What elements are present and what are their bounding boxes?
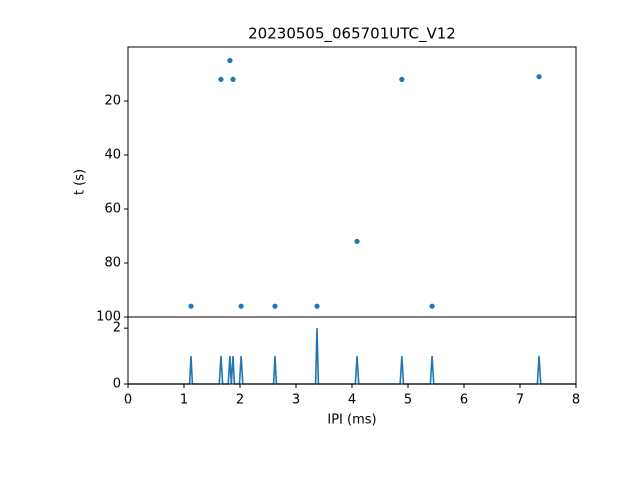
x-tick-label: 8 [572,393,580,408]
scatter-point [238,303,244,309]
x-tick-label: 4 [348,393,356,408]
scatter-point [227,57,233,64]
axes-frame [127,46,577,318]
scatter-point [536,74,542,80]
y-axis-label: t (s) [73,169,88,195]
scatter-point [272,303,278,309]
x-tick-label: 2 [236,393,244,408]
x-tick-label: 6 [460,393,468,408]
y-tick-label: 80 [104,256,121,271]
y-tick-label: 2 [113,321,121,336]
y-tick-label: 40 [104,148,121,163]
y-tick-label: 100 [96,310,121,325]
y-tick-label: 0 [113,377,121,392]
scatter-point [354,238,360,244]
x-tick-label: 1 [180,393,188,408]
x-tick-label: 7 [516,393,524,408]
y-tick-label: 20 [104,94,121,109]
scatter-point [230,76,236,82]
axes-frame [127,316,577,385]
x-tick-label: 3 [292,393,300,408]
x-tick-label: 5 [404,393,412,408]
y-tick-label: 60 [104,202,121,217]
line [128,328,576,385]
scatter-point [429,303,435,309]
x-axis-label: IPI (ms) [327,413,376,428]
scatter-point [188,303,194,309]
chart-title: 20230505_065701UTC_V12 [248,25,456,44]
x-tick-label: 0 [124,393,132,408]
scatter-point [218,76,224,82]
scatter-point [399,76,405,82]
scatter-point [314,303,320,309]
